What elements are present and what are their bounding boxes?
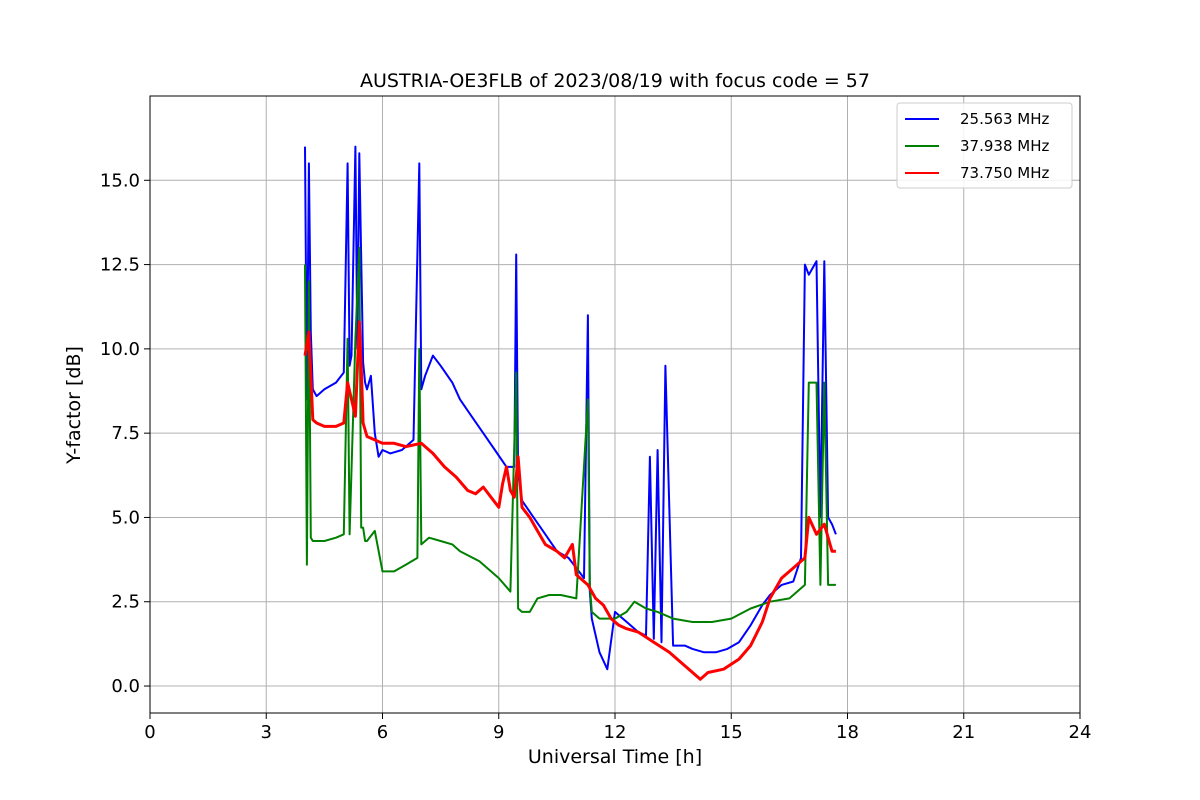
legend-entry-label: 25.563 MHz	[960, 110, 1049, 128]
legend-box	[896, 102, 1073, 189]
legend: 25.563 MHz 37.938 MHz 73.750 MHz	[896, 102, 1073, 189]
x-tick-label: 0	[144, 722, 155, 743]
legend-entry-label: 73.750 MHz	[960, 164, 1049, 182]
y-tick-label: 7.5	[111, 423, 140, 444]
y-axis-label: Y-factor [dB]	[63, 346, 85, 465]
x-axis-ticks: 0 3 6 9 12 15 18 21 24	[144, 713, 1091, 743]
series-line-2	[304, 246, 836, 623]
y-tick-label: 2.5	[111, 592, 140, 613]
x-tick-label: 21	[952, 722, 975, 743]
y-tick-label: 10.0	[100, 339, 140, 360]
x-axis-label: Universal Time [h]	[528, 746, 702, 768]
chart-title: AUSTRIA-OE3FLB of 2023/08/19 with focus …	[360, 70, 870, 92]
x-tick-label: 9	[493, 722, 504, 743]
y-tick-label: 0.0	[111, 676, 140, 697]
y-tick-label: 5.0	[111, 507, 140, 528]
x-tick-label: 12	[604, 722, 627, 743]
y-axis-ticks: 0.0 2.5 5.0 7.5 10.0 12.5 15.0	[100, 170, 150, 697]
x-tick-label: 3	[261, 722, 272, 743]
x-tick-label: 15	[720, 722, 743, 743]
x-tick-label: 18	[836, 722, 859, 743]
series-group	[303, 145, 837, 681]
x-tick-label: 6	[377, 722, 388, 743]
series-line-3	[303, 320, 836, 681]
legend-entry-label: 37.938 MHz	[960, 137, 1049, 155]
y-tick-label: 15.0	[100, 170, 140, 191]
y-tick-label: 12.5	[100, 255, 140, 276]
x-tick-label: 24	[1069, 722, 1092, 743]
